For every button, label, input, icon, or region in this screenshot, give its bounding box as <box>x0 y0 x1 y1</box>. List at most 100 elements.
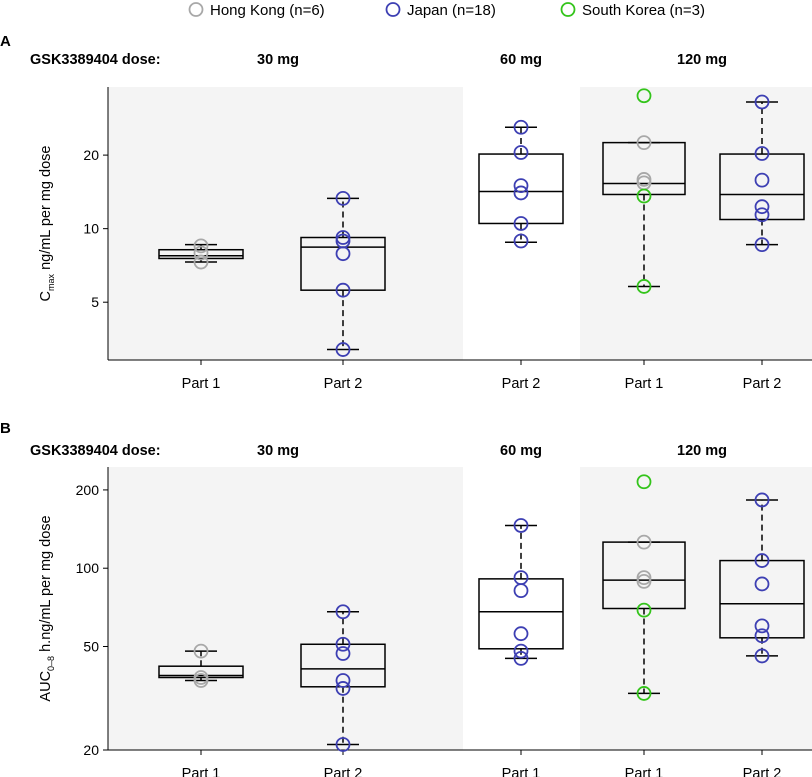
data-point <box>335 737 351 752</box>
data-point <box>636 188 652 204</box>
data-point <box>636 570 652 586</box>
data-point <box>193 673 209 688</box>
box-iqr <box>478 153 564 225</box>
data-point <box>513 643 529 659</box>
data-point <box>754 553 770 568</box>
data-point <box>513 651 529 666</box>
shaded-region <box>580 87 812 360</box>
data-point <box>636 279 652 294</box>
panel-letter: B <box>0 420 11 437</box>
y-axis-title-rest: ng/mL per mg dose <box>38 146 54 274</box>
y-axis-title-subscript: 0–8 <box>46 656 56 671</box>
data-point <box>754 199 770 215</box>
box-iqr <box>602 141 686 196</box>
data-point <box>754 172 770 188</box>
data-point <box>335 342 351 357</box>
y-axis-title: Cmax ng/mL per mg dose <box>38 146 56 302</box>
legend-item: Japan (n=18) <box>385 2 496 19</box>
data-point <box>335 190 351 206</box>
x-tick-label: Part 2 <box>324 376 363 392</box>
x-tick-label: Part 1 <box>625 376 664 392</box>
y-axis-title-subscript: max <box>46 273 56 291</box>
y-axis-title-main: C <box>38 291 54 301</box>
data-point <box>754 146 770 161</box>
x-tick-label: Part 1 <box>182 376 221 392</box>
data-point <box>513 119 529 135</box>
box-plot <box>602 541 686 695</box>
data-point <box>754 648 770 664</box>
data-point <box>335 604 351 620</box>
data-point <box>513 216 529 231</box>
box-plot <box>719 101 805 246</box>
dose-group-label: 120 mg <box>677 52 727 68</box>
data-point <box>636 474 652 490</box>
y-tick-label: 100 <box>76 560 100 576</box>
box-iqr <box>300 236 386 291</box>
legend-label: Hong Kong (n=6) <box>210 2 325 19</box>
panel-letter: A <box>0 33 11 50</box>
shaded-region <box>108 467 463 750</box>
x-tick-label: Part 2 <box>502 376 541 392</box>
data-point <box>513 233 529 249</box>
data-point <box>636 135 652 151</box>
data-point <box>513 583 529 599</box>
box-iqr <box>602 541 686 610</box>
data-point <box>636 88 652 104</box>
data-point <box>193 254 209 270</box>
box-iqr <box>158 665 244 679</box>
box-iqr <box>158 248 244 260</box>
x-tick-label: Part 2 <box>743 766 782 777</box>
data-point <box>193 245 209 261</box>
dose-group-label: 30 mg <box>257 52 299 68</box>
data-point <box>513 518 529 533</box>
x-tick-label: Part 1 <box>502 766 541 777</box>
dose-group-label: 60 mg <box>500 443 542 459</box>
y-axis-title: AUC0–8 h.ng/mL per mg dose <box>38 515 56 701</box>
dose-group-label: 60 mg <box>500 52 542 68</box>
panel-a: A GSK3389404 dose: 30 mg 60 mg 120 mg 5 10 20 Pa… <box>0 33 812 392</box>
x-tick-label: Part 1 <box>625 766 664 777</box>
data-point <box>193 643 209 659</box>
data-point <box>636 534 652 550</box>
data-point <box>193 238 209 254</box>
y-tick-label: 50 <box>83 639 99 655</box>
dose-group-label: 120 mg <box>677 443 727 459</box>
x-tick-label: Part 2 <box>324 766 363 777</box>
box-iqr <box>719 559 805 639</box>
data-point <box>335 681 351 696</box>
box-iqr <box>719 153 805 221</box>
data-point <box>636 602 652 618</box>
data-point <box>754 576 770 592</box>
data-point <box>335 246 351 262</box>
data-point <box>754 628 770 644</box>
dose-prefix: GSK3389404 dose: <box>30 52 161 68</box>
y-tick-label: 10 <box>83 221 99 237</box>
data-point <box>335 636 351 652</box>
box-plot <box>478 524 564 660</box>
y-tick-label: 20 <box>83 742 99 758</box>
data-point <box>335 646 351 661</box>
legend-marker <box>188 2 204 17</box>
legend-marker <box>560 2 576 17</box>
data-point <box>636 686 652 701</box>
data-point <box>513 145 529 160</box>
box-plot <box>478 126 564 243</box>
legend-label: South Korea (n=3) <box>582 2 705 19</box>
data-point <box>754 94 770 110</box>
panel-b: B GSK3389404 dose: 30 mg 60 mg 120 mg 20 50 100… <box>0 420 812 777</box>
box-iqr <box>478 578 564 650</box>
y-tick-label: 200 <box>76 482 100 498</box>
box-plot <box>719 499 805 657</box>
dose-prefix: GSK3389404 dose: <box>30 443 161 459</box>
y-axis-title-rest: h.ng/mL per mg dose <box>38 515 54 656</box>
data-point <box>513 626 529 642</box>
box-plot <box>158 650 244 682</box>
dose-group-label: 30 mg <box>257 443 299 459</box>
legend-item: South Korea (n=3) <box>560 2 705 19</box>
legend-marker <box>385 2 401 17</box>
data-point <box>636 573 652 589</box>
data-point <box>513 185 529 201</box>
data-point <box>754 237 770 253</box>
data-point <box>754 618 770 634</box>
